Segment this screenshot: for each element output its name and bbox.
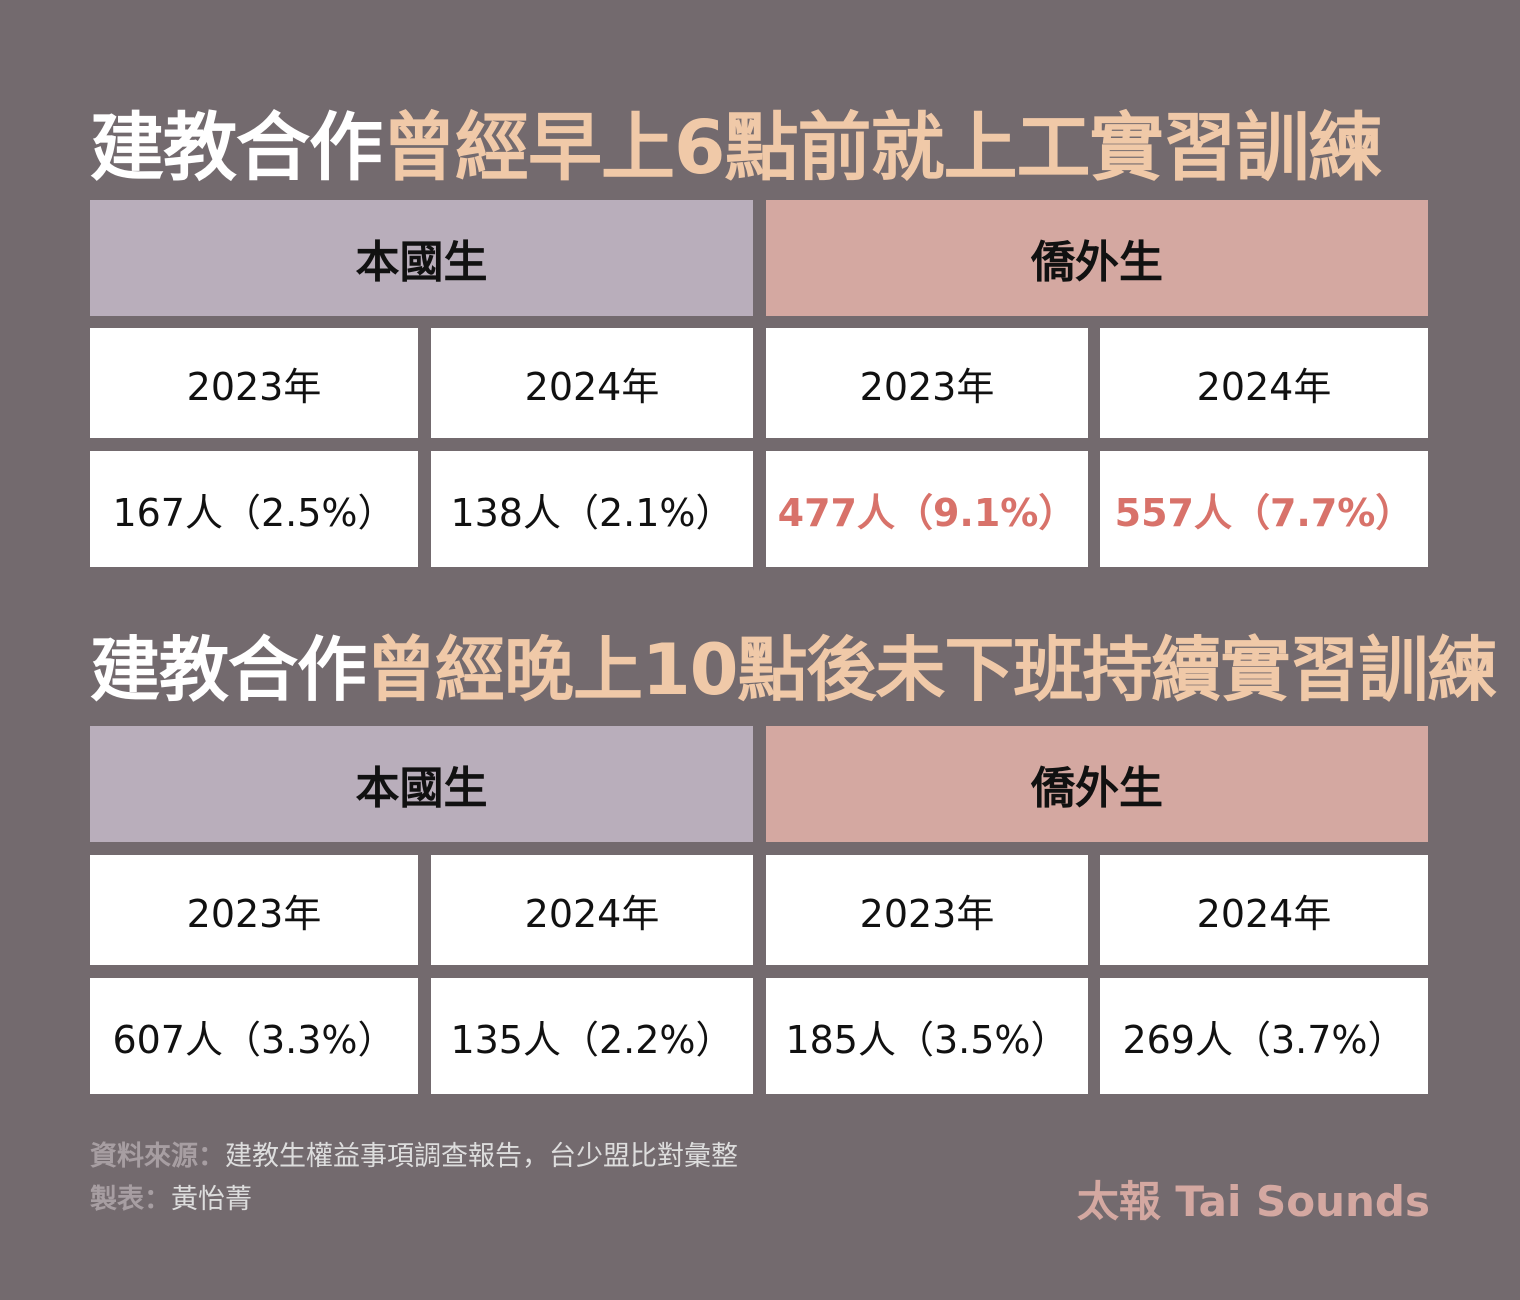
value-cell: 477人（9.1%） [766,451,1088,567]
group-header: 僑外生 [766,200,1428,316]
year-cell: 2023年 [766,328,1088,438]
group-header: 本國生 [90,200,753,316]
maker-line: 製表：黃怡菁 [90,1177,252,1216]
value-cell: 167人（2.5%） [90,451,418,567]
maker-text: 黃怡菁 [171,1184,252,1215]
section-title: 建教合作曾經早上6點前就上工實習訓練 [90,88,1435,195]
value-cell: 269人（3.7%） [1100,978,1428,1094]
year-cell: 2024年 [431,328,753,438]
source-text: 建教生權益事項調查報告，台少盟比對彙整 [225,1141,738,1172]
year-cell: 2024年 [431,855,753,965]
brand: 太報 Tai Sounds [1076,1177,1430,1226]
maker-label: 製表： [90,1184,171,1215]
title-highlight: 曾經早上6點前就上工實習訓練 [382,105,1382,191]
value-cell: 135人（2.2%） [431,978,753,1094]
value-cell: 557人（7.7%） [1100,451,1428,567]
source-label: 資料來源： [90,1141,225,1172]
title-lead: 建教合作 [90,105,383,191]
year-cell: 2023年 [90,328,418,438]
title-lead: 建教合作 [90,629,367,711]
value-cell: 185人（3.5%） [766,978,1088,1094]
year-cell: 2024年 [1100,855,1428,965]
source-line: 資料來源：建教生權益事項調查報告，台少盟比對彙整 [90,1134,738,1173]
section-title: 建教合作曾經晚上10點後未下班持續實習訓練 [90,614,1497,715]
value-cell: 138人（2.1%） [431,451,753,567]
year-cell: 2023年 [90,855,418,965]
year-cell: 2024年 [1100,328,1428,438]
year-cell: 2023年 [766,855,1088,965]
title-highlight: 曾經晚上10點後未下班持續實習訓練 [366,629,1497,711]
value-cell: 607人（3.3%） [90,978,418,1094]
group-header: 本國生 [90,726,753,842]
group-header: 僑外生 [766,726,1428,842]
